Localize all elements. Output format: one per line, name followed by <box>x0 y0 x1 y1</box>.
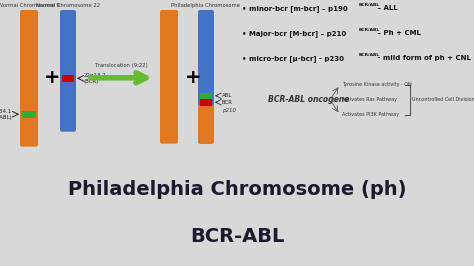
Text: – ALL: – ALL <box>375 5 398 11</box>
FancyBboxPatch shape <box>20 10 38 147</box>
Bar <box>22 111 36 118</box>
Text: • micro-bcr [μ-bcr] - p230: • micro-bcr [μ-bcr] - p230 <box>242 55 344 62</box>
Text: Activates PI3K Pathway: Activates PI3K Pathway <box>342 112 399 117</box>
Text: Uncontrolled Cell Division: Uncontrolled Cell Division <box>412 97 474 102</box>
FancyBboxPatch shape <box>60 10 76 132</box>
FancyBboxPatch shape <box>198 105 214 144</box>
Text: Activates Ras Pathway: Activates Ras Pathway <box>342 97 397 102</box>
Text: Translocation (9;22): Translocation (9;22) <box>95 63 148 68</box>
Text: Philadelphia Chromosome (ph): Philadelphia Chromosome (ph) <box>68 180 406 199</box>
Bar <box>200 99 212 106</box>
FancyBboxPatch shape <box>160 10 178 144</box>
Text: 9q34.1
(ABL): 9q34.1 (ABL) <box>0 109 12 120</box>
Text: +: + <box>44 68 60 87</box>
Text: BCR/ABL: BCR/ABL <box>359 53 380 57</box>
Text: Normal Chromosome 9: Normal Chromosome 9 <box>0 3 59 8</box>
FancyBboxPatch shape <box>198 10 214 144</box>
Text: +: + <box>185 68 201 87</box>
Text: BCR/ABL: BCR/ABL <box>359 28 380 32</box>
Text: • Major-bcr [M-bcr] – p210: • Major-bcr [M-bcr] – p210 <box>242 30 346 37</box>
Text: Philadelphia Chromosome: Philadelphia Chromosome <box>172 3 240 8</box>
Text: p210: p210 <box>222 108 236 113</box>
Bar <box>200 93 212 99</box>
Text: Normal Chromosome 22: Normal Chromosome 22 <box>36 3 100 8</box>
Text: • minor-bcr [m-bcr] – p190: • minor-bcr [m-bcr] – p190 <box>242 5 348 12</box>
Text: BCR/ABL: BCR/ABL <box>359 3 380 7</box>
Text: 22q13.2
(BCR): 22q13.2 (BCR) <box>84 73 107 84</box>
Text: ABL: ABL <box>222 93 232 98</box>
Text: Tyrosine Kinase activity - ON: Tyrosine Kinase activity - ON <box>342 82 412 87</box>
Bar <box>62 75 74 82</box>
Text: – Ph + CML: – Ph + CML <box>375 30 421 36</box>
Text: BCR-ABL: BCR-ABL <box>190 227 284 246</box>
Text: - mild form of ph + CNL: - mild form of ph + CNL <box>375 55 471 61</box>
Text: BCR-ABL oncogene: BCR-ABL oncogene <box>268 95 349 104</box>
Text: BCR: BCR <box>222 100 233 105</box>
